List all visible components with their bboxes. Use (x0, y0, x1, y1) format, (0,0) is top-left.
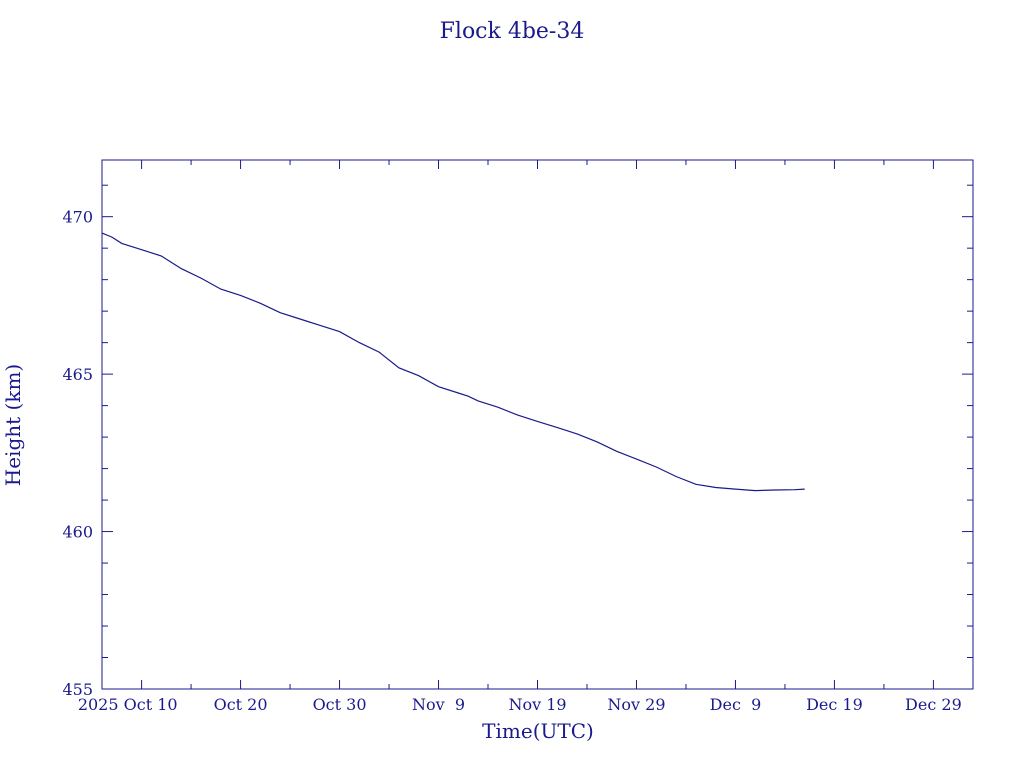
y-tick-labels: 455 460 465 470 (62, 208, 93, 699)
x-tick-label: Nov 9 (412, 695, 465, 714)
x-tick-label: 2025 Oct 10 (78, 695, 178, 714)
y-ticks (102, 184, 973, 690)
x-tick-label: Dec 9 (710, 695, 762, 714)
x-tick-label: Nov 19 (508, 695, 566, 714)
x-tick-label: Dec 19 (806, 695, 863, 714)
x-axis-label: Time(UTC) (482, 719, 594, 743)
x-ticks (141, 160, 934, 689)
x-tick-label: Dec 29 (905, 695, 962, 714)
y-tick-label: 455 (62, 680, 93, 699)
y-axis-label: Height (km) (1, 364, 25, 486)
y-tick-label: 465 (62, 365, 93, 384)
chart-title: Flock 4be-34 (440, 19, 585, 44)
x-tick-label: Oct 30 (313, 695, 367, 714)
x-tick-label: Nov 29 (607, 695, 665, 714)
y-tick-label: 470 (62, 208, 93, 227)
x-tick-label: Oct 20 (214, 695, 268, 714)
plot-frame (101, 159, 974, 690)
y-tick-label: 460 (62, 523, 93, 542)
x-tick-labels: 2025 Oct 10 Oct 20 Oct 30 Nov 9 Nov 19 Nov 29… (78, 695, 962, 714)
height-series-line (101, 232, 805, 492)
